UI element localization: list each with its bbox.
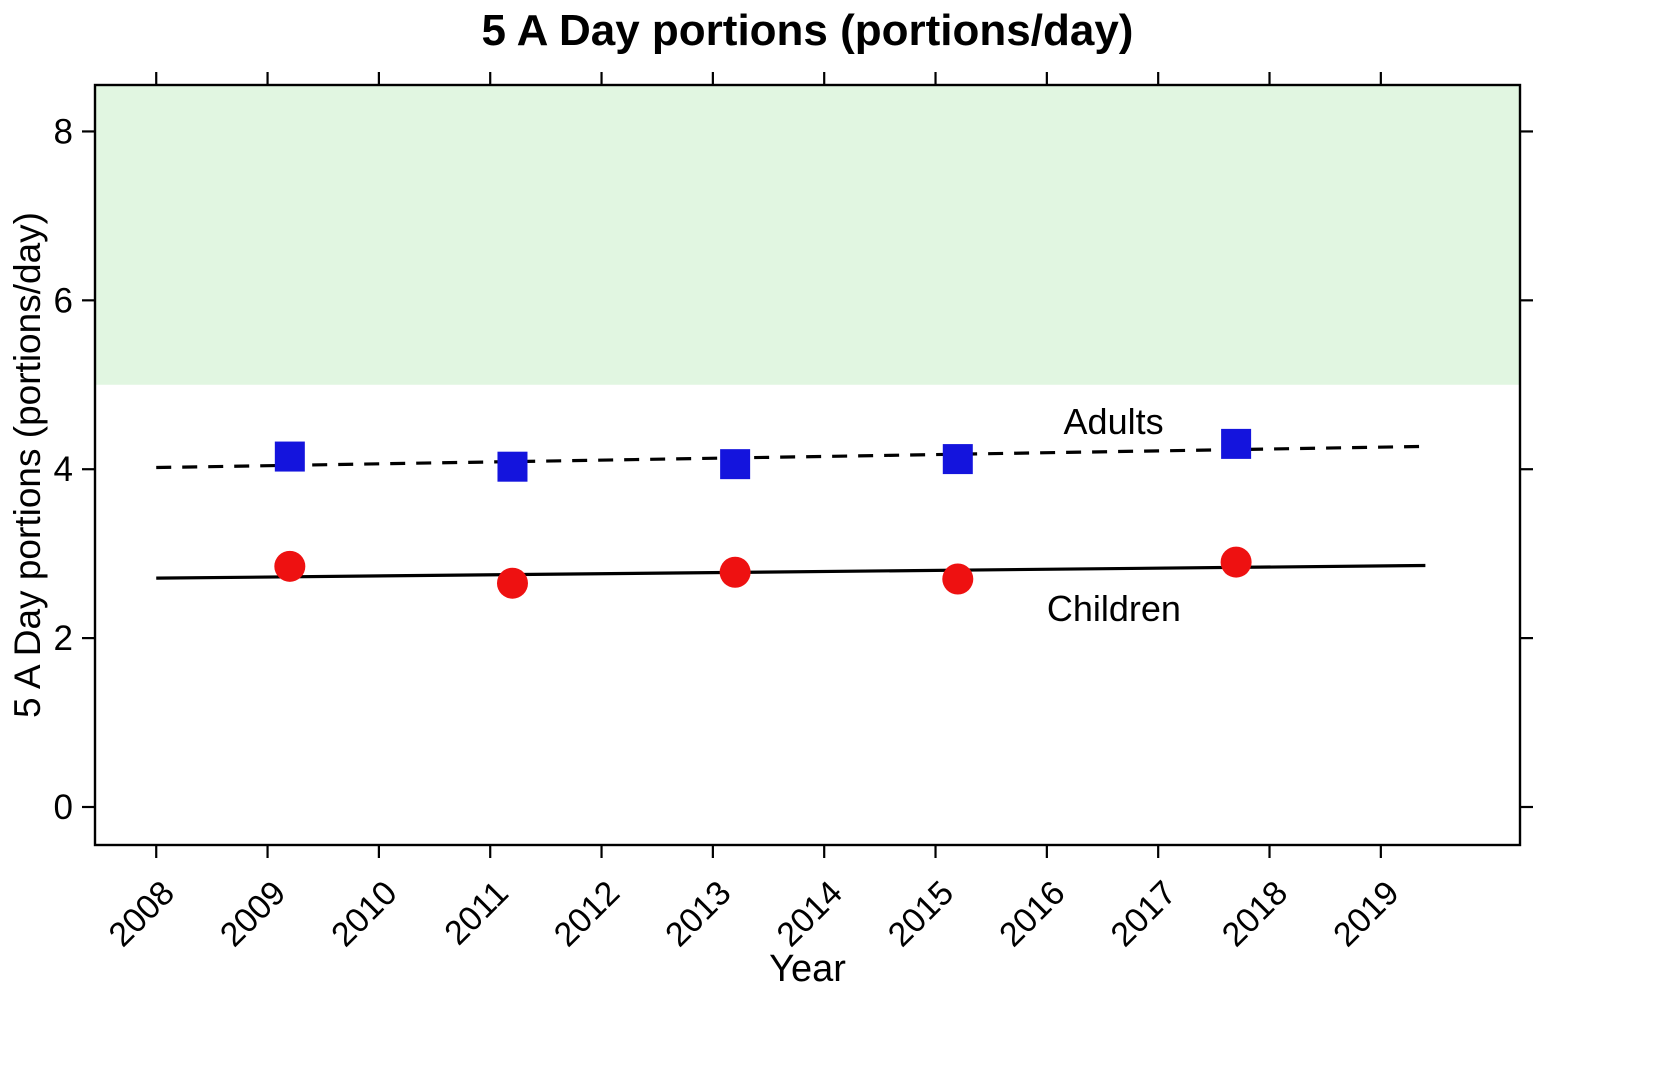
x-tick-label: 2009 — [213, 874, 293, 954]
series-label-children: Children — [1047, 588, 1181, 629]
data-point-children — [1220, 546, 1252, 578]
x-tick-label: 2016 — [992, 874, 1072, 954]
x-tick-label: 2014 — [770, 874, 850, 954]
trend-line-children — [156, 563, 1426, 580]
x-tick-label: 2019 — [1326, 874, 1406, 954]
x-tick-label: 2013 — [658, 874, 738, 954]
x-tick-label: 2012 — [547, 874, 627, 954]
series-label-adults: Adults — [1064, 401, 1164, 442]
x-tick-label: 2018 — [1215, 874, 1295, 954]
data-point-adults — [720, 449, 751, 480]
x-axis-title: Year — [769, 948, 846, 990]
data-point-children — [496, 567, 528, 599]
data-point-children — [719, 556, 751, 588]
x-tick-label: 2011 — [437, 874, 516, 953]
plot-border — [93, 83, 1522, 847]
chart-title: 5 A Day portions (portions/day) — [481, 6, 1134, 55]
data-point-adults — [942, 444, 973, 475]
data-point-adults — [274, 441, 305, 472]
x-tick-label: 2015 — [881, 874, 961, 954]
y-tick-label: 2 — [54, 619, 73, 658]
y-tick-label: 6 — [54, 281, 73, 320]
y-tick-label: 8 — [54, 112, 73, 151]
x-tick-label: 2008 — [102, 874, 182, 954]
data-point-children — [274, 550, 306, 582]
data-point-adults — [497, 451, 528, 482]
x-tick-label: 2010 — [324, 874, 404, 954]
data-point-adults — [1221, 428, 1252, 459]
trend-line-adults — [156, 444, 1426, 470]
target-band — [95, 85, 1520, 385]
y-tick-label: 4 — [54, 450, 73, 489]
y-tick-label: 0 — [54, 788, 73, 827]
x-tick-label: 2017 — [1103, 874, 1183, 954]
data-point-children — [942, 563, 974, 595]
